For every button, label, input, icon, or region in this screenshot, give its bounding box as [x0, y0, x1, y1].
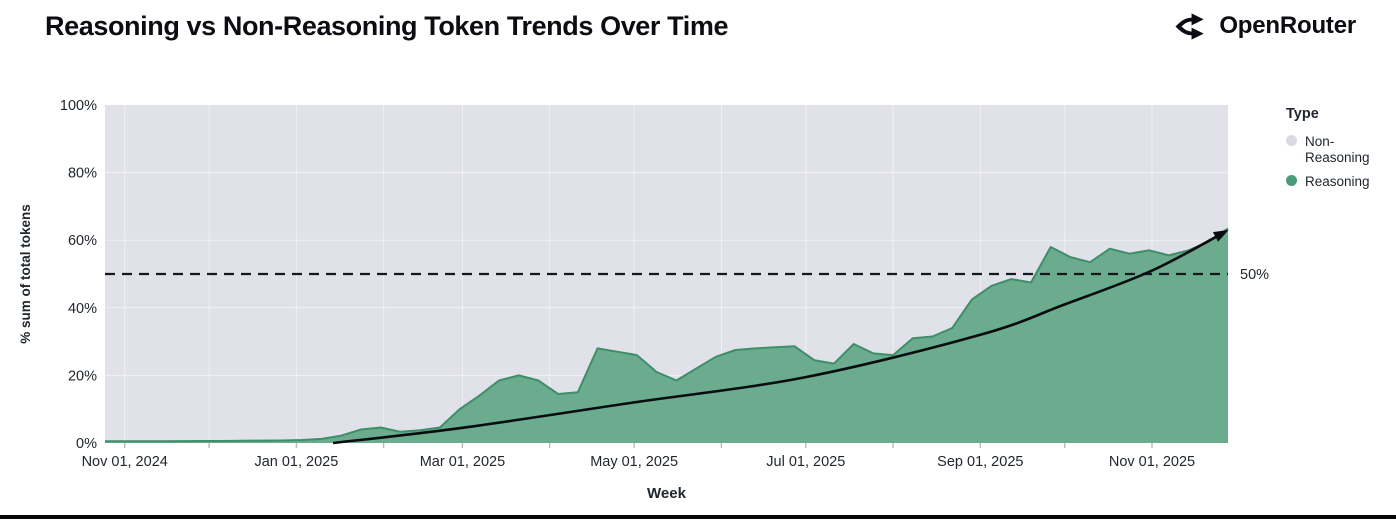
- non-reasoning-swatch-icon: [1286, 135, 1297, 146]
- trend-arrowhead-icon: [1212, 229, 1229, 242]
- x-tick-label: May 01, 2025: [590, 454, 678, 470]
- legend-title: Type: [1286, 106, 1319, 122]
- reasoning-area[interactable]: [105, 228, 1228, 443]
- legend-label-non-reasoning: Non-Reasoning: [1305, 134, 1370, 165]
- y-tick-label: 20%: [68, 368, 97, 384]
- page-title: Reasoning vs Non-Reasoning Token Trends …: [45, 10, 729, 41]
- reasoning-swatch-icon: [1286, 175, 1297, 187]
- y-tick-label: 40%: [68, 301, 97, 317]
- x-tick-label: Jul 01, 2025: [766, 454, 845, 470]
- fifty-percent-label: 50%: [1240, 267, 1269, 283]
- legend-item-non-reasoning[interactable]: Non-Reasoning: [1286, 134, 1390, 165]
- y-tick-label: 80%: [68, 166, 97, 182]
- y-tick-label: 60%: [68, 233, 97, 249]
- x-tick-label: Nov 01, 2024: [82, 454, 168, 470]
- bottom-divider: [0, 515, 1396, 519]
- x-axis-title: Week: [647, 485, 687, 502]
- reasoning-area-edge: [105, 227, 1229, 443]
- trend-curve: [332, 230, 1226, 445]
- openrouter-logo-icon: [1173, 11, 1209, 42]
- x-tick-label: Sep 01, 2025: [937, 454, 1023, 470]
- legend-label-reasoning: Reasoning: [1305, 174, 1370, 190]
- openrouter-brand: OpenRouter: [1173, 11, 1356, 42]
- x-tick-label: Nov 01, 2025: [1109, 454, 1195, 470]
- y-tick-label: 0%: [76, 436, 97, 452]
- chart-legend: Type Non-Reasoning Reasoning: [1286, 106, 1390, 199]
- y-tick-label: 100%: [60, 98, 97, 114]
- y-axis-title: % sum of total tokens: [18, 204, 33, 344]
- legend-item-reasoning[interactable]: Reasoning: [1286, 174, 1390, 190]
- header: Reasoning vs Non-Reasoning Token Trends …: [45, 4, 1356, 48]
- openrouter-brand-name: OpenRouter: [1219, 12, 1356, 39]
- x-tick-label: Mar 01, 2025: [420, 454, 505, 470]
- x-tick-label: Jan 01, 2025: [254, 454, 338, 470]
